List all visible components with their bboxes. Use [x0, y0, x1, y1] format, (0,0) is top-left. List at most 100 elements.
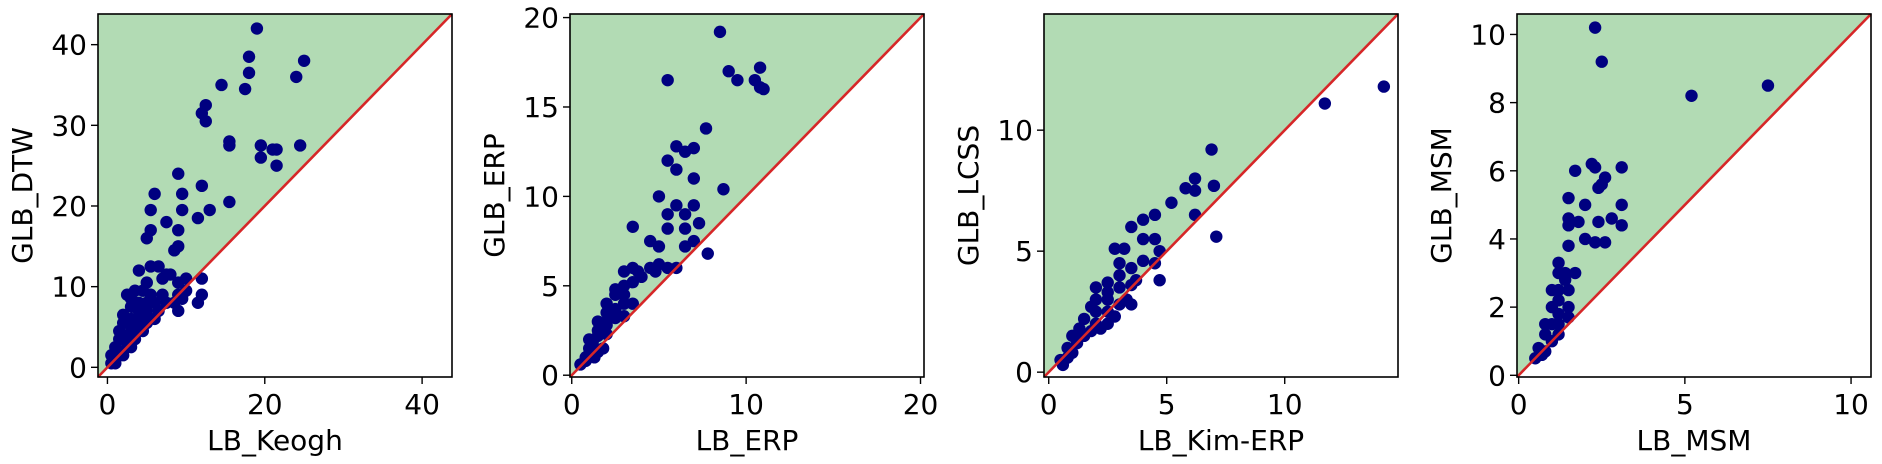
data-point	[731, 73, 744, 87]
data-point	[1615, 219, 1628, 232]
data-point	[1562, 191, 1575, 205]
y-tick-label: 20	[523, 2, 559, 35]
data-point	[254, 151, 268, 164]
data-point	[175, 203, 189, 217]
data-point	[1165, 196, 1178, 209]
data-point	[164, 268, 177, 281]
data-point	[753, 81, 767, 94]
data-point	[670, 163, 683, 176]
data-point	[116, 349, 130, 362]
data-point	[1535, 348, 1549, 362]
data-point	[1077, 312, 1091, 326]
data-point	[1136, 232, 1150, 246]
data-point	[1552, 307, 1565, 321]
data-point	[1085, 300, 1098, 314]
data-point	[254, 139, 268, 152]
data-point	[148, 187, 161, 201]
data-point	[609, 288, 622, 301]
data-point	[1588, 236, 1602, 249]
diagonal-line	[1516, 13, 1872, 378]
data-point	[670, 199, 683, 212]
data-point	[699, 122, 713, 135]
y-tick-label: 10	[523, 180, 559, 213]
data-point	[609, 311, 622, 325]
data-point	[1125, 220, 1138, 234]
data-point	[172, 167, 185, 180]
data-point	[297, 54, 311, 67]
data-point	[1592, 181, 1605, 195]
y-axis-label: GLB_MSM	[1425, 127, 1458, 264]
data-point	[1572, 215, 1585, 229]
data-point	[1188, 172, 1202, 185]
data-point	[678, 208, 692, 221]
chart-panel-4: 0 5 10 0 2 4 6 8 10 LB_MSM GLB_MSM	[1425, 13, 1872, 457]
data-point	[652, 190, 666, 203]
data-point	[270, 143, 283, 156]
data-point	[722, 65, 735, 78]
chart-panel-2: 0 10 20 0 5 10 15 20 LB_ERP GLB_ERP	[478, 2, 938, 457]
x-tick-label: 40	[404, 388, 440, 421]
data-point	[1318, 97, 1332, 110]
data-point	[687, 199, 701, 212]
data-point	[1089, 281, 1103, 294]
data-point	[1179, 182, 1192, 195]
data-point	[1595, 55, 1608, 68]
data-point	[215, 78, 228, 92]
data-point	[160, 215, 173, 229]
data-point	[1588, 161, 1602, 174]
x-tick-label: 0	[99, 388, 117, 421]
data-point	[1568, 164, 1582, 177]
data-point	[242, 66, 256, 80]
data-point	[661, 73, 674, 87]
data-point	[1592, 215, 1605, 229]
data-point	[626, 220, 639, 233]
data-point	[250, 22, 264, 35]
y-tick-label: 4	[1488, 223, 1506, 256]
data-point	[140, 232, 153, 245]
data-point	[242, 50, 256, 63]
data-point	[1118, 242, 1131, 255]
x-tick-label: 5	[1158, 388, 1176, 421]
data-point	[1578, 198, 1592, 212]
data-point	[1136, 254, 1150, 268]
data-point	[1552, 283, 1565, 297]
x-tick-label: 10	[728, 388, 764, 421]
y-tick-label: 0	[1015, 356, 1033, 389]
diagonal-line	[1043, 13, 1399, 378]
x-tick-label: 0	[1510, 388, 1528, 421]
data-point	[293, 139, 307, 152]
y-tick-label: 10	[51, 271, 87, 304]
data-point	[124, 340, 138, 354]
x-axis-label: LB_Keogh	[207, 424, 343, 457]
data-point	[1153, 274, 1166, 287]
data-point	[175, 187, 189, 201]
data-point	[1136, 213, 1150, 226]
x-tick-label: 10	[1267, 388, 1303, 421]
y-axis-label: GLB_DTW	[6, 127, 39, 264]
y-tick-label: 5	[1015, 235, 1033, 268]
data-point	[172, 276, 185, 289]
data-point	[661, 261, 674, 275]
data-point	[649, 265, 662, 278]
data-point	[701, 247, 714, 260]
y-axis-label: GLB_LCSS	[952, 125, 985, 266]
data-point	[1685, 89, 1698, 103]
data-point	[1125, 261, 1138, 275]
data-point	[203, 203, 216, 217]
x-axis-label: LB_Kim-ERP	[1138, 424, 1304, 457]
data-point	[600, 318, 613, 332]
data-point	[1558, 273, 1572, 287]
y-tick-label: 6	[1488, 155, 1506, 188]
data-point	[290, 70, 303, 84]
data-point	[687, 234, 701, 248]
data-point	[1615, 198, 1628, 212]
data-point	[172, 223, 185, 237]
data-point	[1101, 293, 1114, 306]
data-point	[1552, 294, 1565, 307]
data-point	[661, 222, 674, 235]
data-point	[191, 296, 205, 309]
data-point	[1205, 143, 1218, 156]
x-tick-label: 20	[247, 388, 283, 421]
y-tick-label: 0	[69, 351, 87, 384]
